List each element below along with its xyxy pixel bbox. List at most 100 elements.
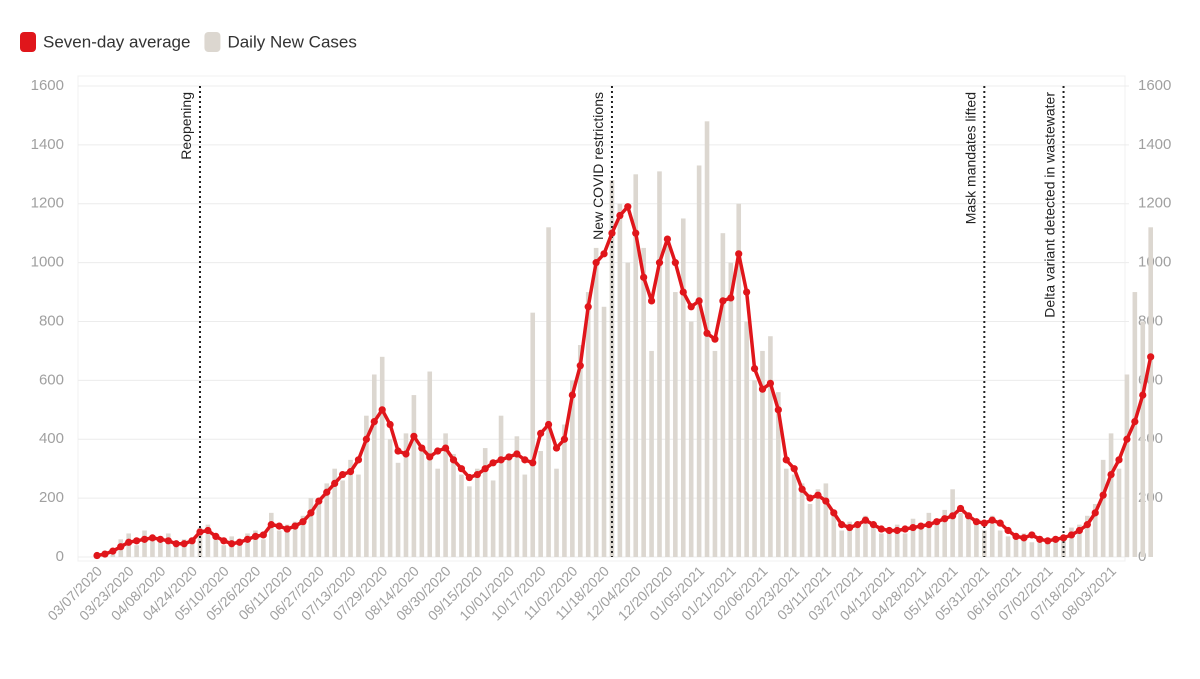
point-marker bbox=[909, 523, 917, 532]
point-marker bbox=[426, 453, 434, 461]
bar bbox=[308, 498, 314, 557]
y-tick-label: 800 bbox=[39, 312, 64, 329]
point-marker bbox=[758, 385, 767, 393]
bar bbox=[134, 545, 139, 557]
point-marker bbox=[117, 543, 125, 551]
point-marker bbox=[196, 528, 204, 536]
bar bbox=[926, 512, 932, 557]
point-marker bbox=[576, 362, 584, 370]
y2-tick-label: 1400 bbox=[1138, 136, 1171, 153]
legend-swatch bbox=[204, 32, 221, 52]
bar bbox=[910, 518, 916, 557]
bar bbox=[498, 415, 504, 557]
point-marker bbox=[156, 535, 164, 543]
y-tick-label: 0 bbox=[56, 548, 64, 565]
bar bbox=[332, 468, 337, 557]
point-marker bbox=[204, 526, 212, 535]
bar bbox=[340, 480, 345, 557]
bar bbox=[1037, 536, 1043, 557]
bar bbox=[902, 533, 908, 557]
point-marker bbox=[354, 456, 363, 464]
bar bbox=[617, 203, 623, 557]
bar bbox=[728, 262, 734, 557]
bar bbox=[974, 524, 979, 557]
point-marker bbox=[1067, 531, 1076, 539]
point-marker bbox=[853, 521, 862, 529]
point-marker bbox=[584, 303, 592, 311]
bar bbox=[744, 321, 749, 557]
bar bbox=[768, 336, 773, 557]
bar bbox=[1116, 468, 1122, 557]
legend-swatch bbox=[20, 32, 36, 52]
annotation-label: New COVID restrictions bbox=[590, 92, 606, 240]
point-marker bbox=[592, 259, 600, 267]
point-marker bbox=[449, 456, 458, 464]
point-marker bbox=[148, 534, 157, 542]
point-marker bbox=[1123, 435, 1131, 443]
bar bbox=[855, 527, 860, 557]
y2-tick-label: 1200 bbox=[1138, 195, 1171, 212]
y2-tick-label: 1000 bbox=[1138, 254, 1171, 271]
bar bbox=[554, 468, 559, 557]
bar bbox=[1148, 227, 1153, 558]
point-marker bbox=[600, 250, 608, 258]
point-marker bbox=[283, 525, 291, 533]
bar bbox=[1021, 533, 1027, 557]
bar bbox=[1045, 539, 1050, 557]
bar bbox=[506, 459, 512, 557]
point-marker bbox=[608, 229, 616, 237]
bar bbox=[593, 247, 599, 557]
bar bbox=[364, 415, 369, 557]
point-marker bbox=[505, 453, 513, 461]
bar bbox=[451, 453, 456, 557]
bar bbox=[1053, 540, 1058, 557]
bar bbox=[649, 350, 654, 557]
bar bbox=[625, 262, 631, 557]
point-marker bbox=[774, 406, 782, 414]
point-marker bbox=[687, 303, 695, 311]
bar bbox=[300, 515, 306, 557]
bar bbox=[490, 480, 496, 557]
bar bbox=[601, 306, 607, 557]
point-marker bbox=[307, 509, 315, 517]
bar bbox=[142, 530, 147, 557]
point-marker bbox=[846, 523, 854, 532]
point-marker bbox=[750, 365, 759, 373]
bar bbox=[736, 203, 742, 557]
point-marker bbox=[766, 379, 775, 387]
point-marker bbox=[544, 420, 553, 429]
bar bbox=[712, 350, 718, 557]
point-marker bbox=[1052, 535, 1060, 543]
bar bbox=[807, 504, 813, 557]
point-marker bbox=[1004, 526, 1012, 535]
bar bbox=[1124, 374, 1130, 557]
point-marker bbox=[735, 250, 743, 258]
bar bbox=[1085, 515, 1090, 557]
point-marker bbox=[1131, 417, 1139, 426]
point-marker bbox=[1115, 456, 1123, 464]
bar bbox=[237, 542, 242, 557]
bar bbox=[292, 521, 298, 557]
point-marker bbox=[1075, 526, 1083, 535]
legend-label: Seven-day average bbox=[43, 32, 190, 51]
bar bbox=[847, 521, 852, 557]
point-marker bbox=[1091, 509, 1099, 517]
bar bbox=[791, 474, 797, 557]
point-marker bbox=[386, 420, 394, 429]
point-marker bbox=[624, 203, 632, 211]
point-marker bbox=[925, 521, 933, 529]
point-marker bbox=[560, 435, 569, 443]
bar bbox=[1108, 433, 1114, 557]
point-marker bbox=[212, 532, 220, 540]
point-marker bbox=[1020, 534, 1028, 542]
y-tick-label: 1200 bbox=[31, 195, 64, 212]
point-marker bbox=[275, 522, 283, 530]
bar bbox=[324, 483, 330, 557]
point-marker bbox=[956, 504, 965, 513]
point-marker bbox=[180, 540, 188, 548]
point-marker bbox=[822, 497, 830, 505]
bar bbox=[395, 462, 401, 557]
point-marker bbox=[972, 518, 980, 526]
bar bbox=[411, 395, 417, 557]
bar bbox=[760, 350, 765, 557]
